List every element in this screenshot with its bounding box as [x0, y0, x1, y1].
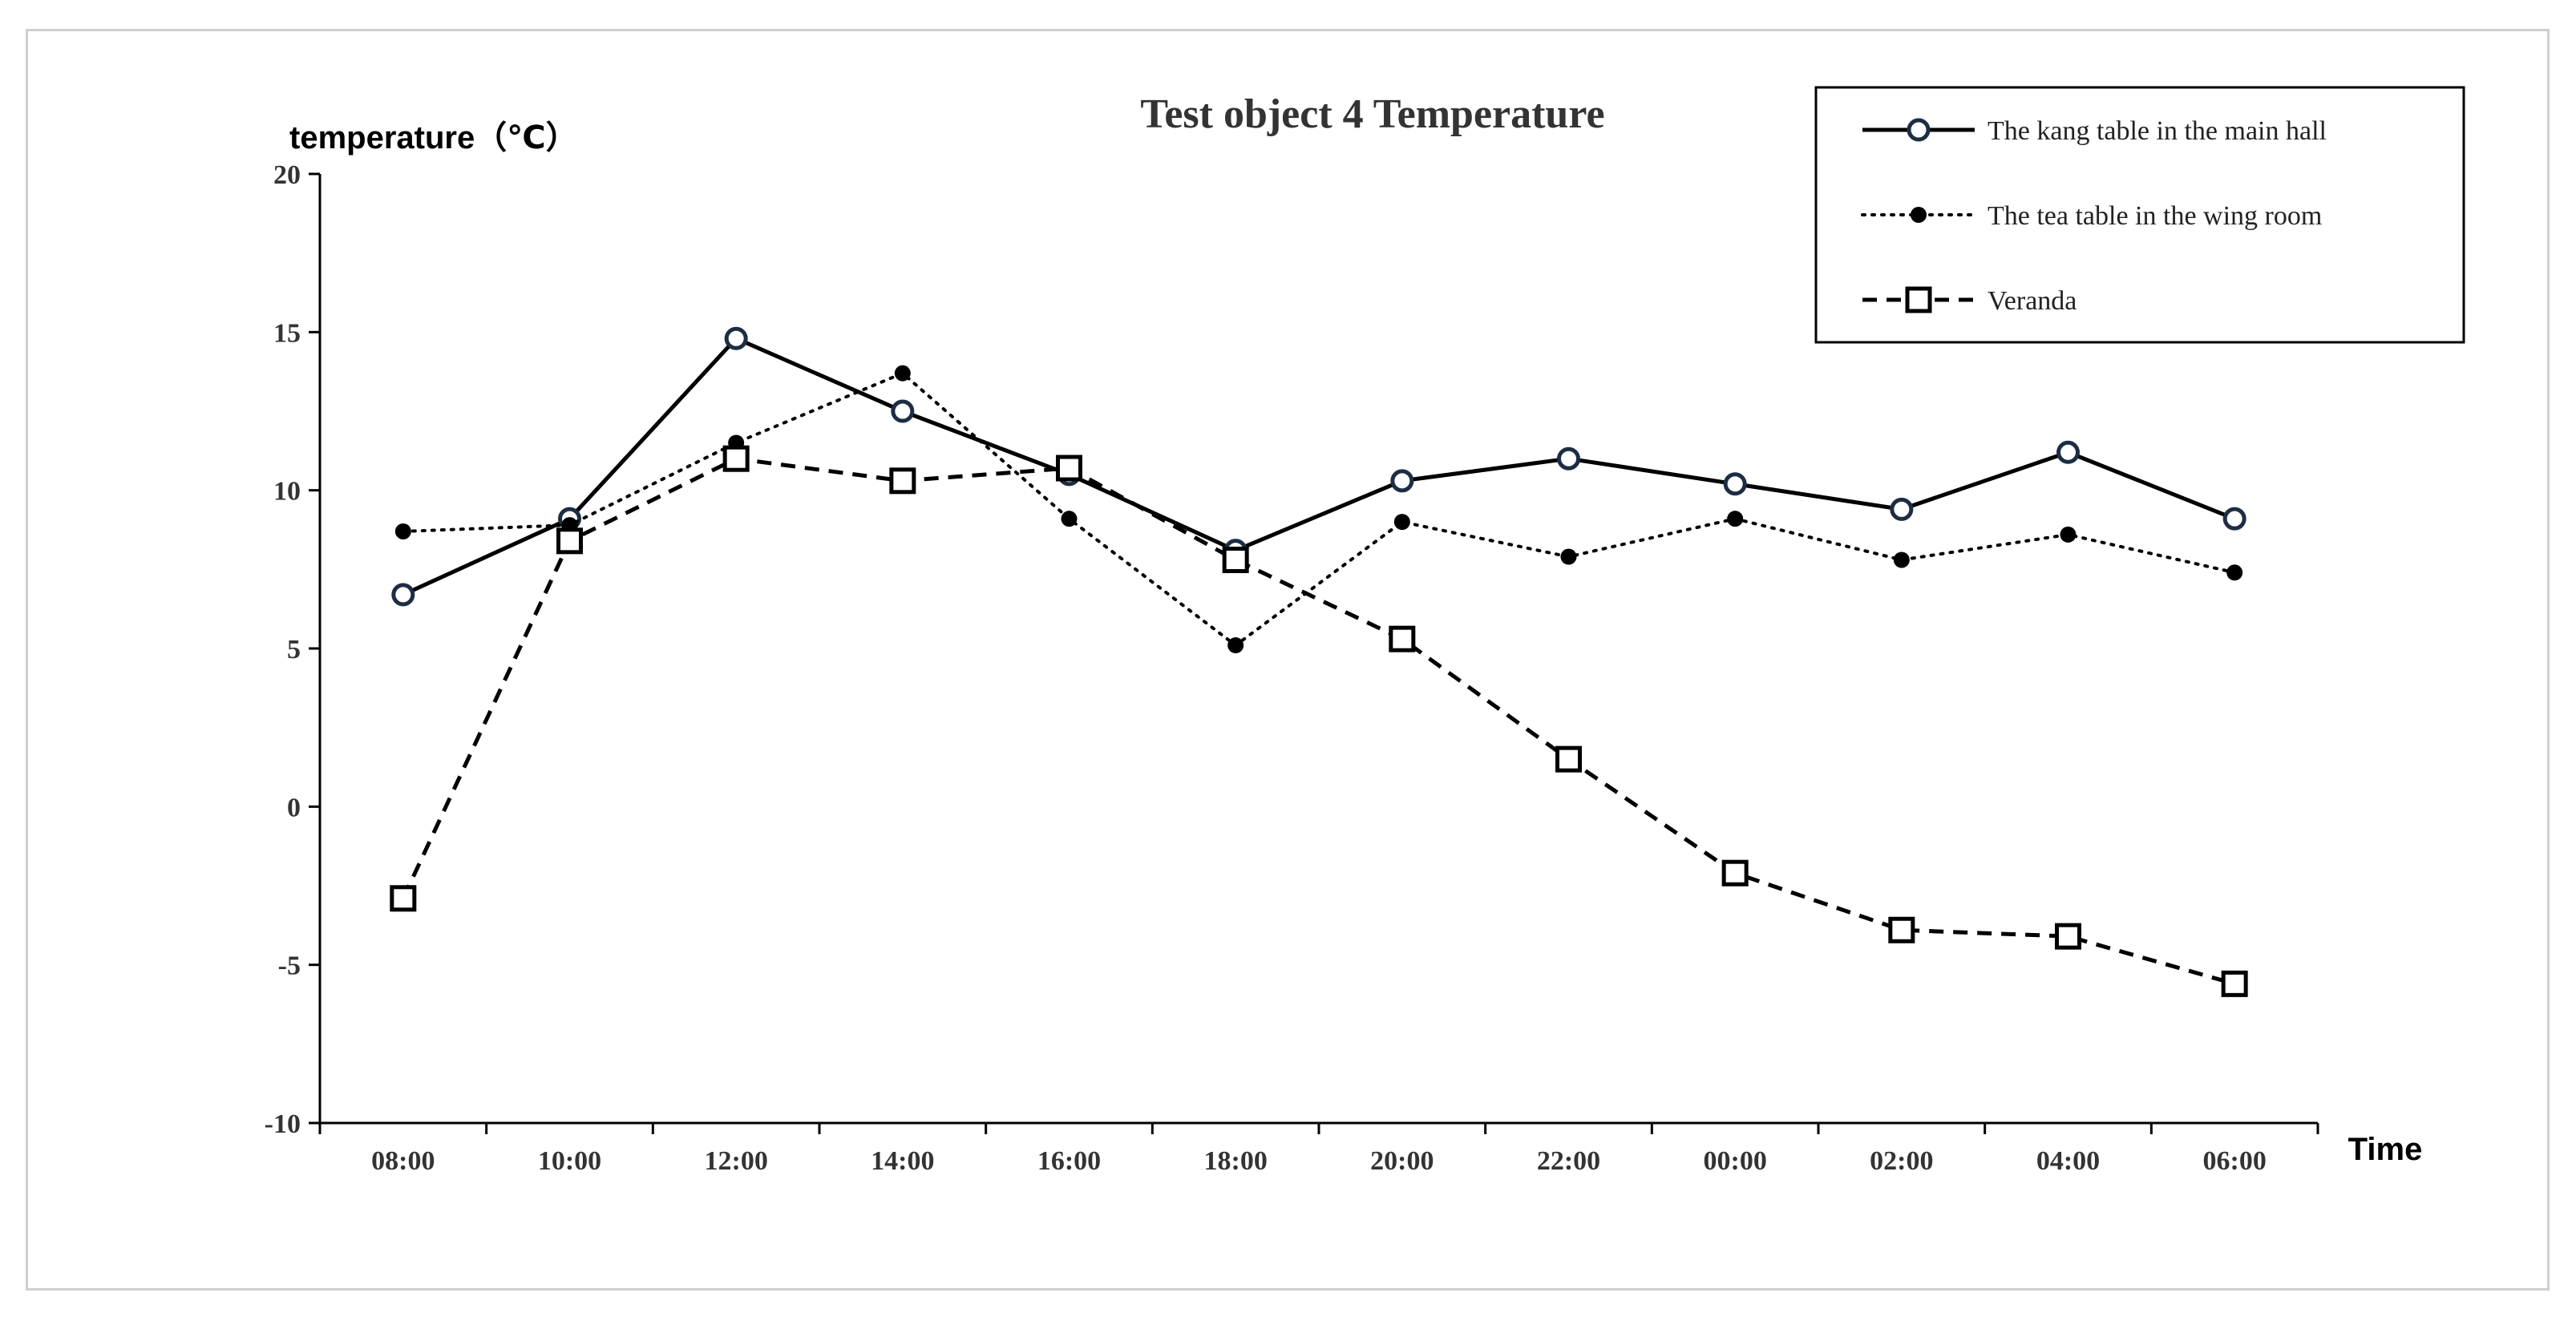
series-2: [394, 365, 2243, 654]
legend-marker: [1907, 118, 1931, 142]
data-point: [2221, 970, 2248, 997]
data-point: [1560, 548, 1577, 565]
data-point: [1893, 551, 1910, 568]
data-point: [394, 523, 411, 539]
data-point: [1390, 469, 1414, 493]
data-point: [1227, 637, 1244, 654]
y-axis-label: temperature（℃）: [289, 120, 578, 156]
temperature-chart: Test object 4 Temperature temperature（℃）…: [265, 86, 2465, 1176]
y-tick-label: 0: [287, 793, 301, 822]
x-tick-label: 04:00: [2036, 1146, 2100, 1176]
axes: -10 -5 0 5 10 15 20 08:00 10:00 12:00 14:00 16:00 18…: [265, 160, 2319, 1176]
y-tick-label: -10: [265, 1109, 301, 1139]
y-tick-label: 15: [273, 318, 301, 348]
legend-label: Veranda: [1988, 286, 2077, 316]
y-tick-label: 10: [273, 477, 301, 507]
x-tick-label: 12:00: [705, 1146, 768, 1176]
x-tick-label: 16:00: [1037, 1146, 1101, 1176]
series-1: [391, 326, 2246, 607]
data-point: [2055, 923, 2081, 950]
data-point: [722, 445, 750, 472]
legend-label: The kang table in the main hall: [1988, 116, 2327, 146]
data-point: [1557, 446, 1580, 471]
series-line: [401, 371, 2237, 648]
x-tick-label: 02:00: [1870, 1146, 1933, 1176]
data-point: [1555, 745, 1582, 773]
series-layer: [390, 326, 2248, 997]
data-point: [391, 583, 415, 607]
y-tick-label: 20: [273, 160, 301, 190]
data-point: [724, 326, 748, 350]
data-point: [891, 399, 915, 423]
x-tick-label: 00:00: [1704, 1146, 1767, 1176]
data-point: [2060, 526, 2077, 543]
y-tick-label: 5: [287, 635, 301, 665]
x-tick-label: 20:00: [1370, 1146, 1434, 1176]
data-point: [1061, 511, 1078, 527]
data-point: [1222, 546, 1249, 573]
y-tick-label: -5: [278, 951, 301, 981]
data-point: [2226, 564, 2243, 581]
x-tick-label: 22:00: [1537, 1146, 1600, 1176]
legend-label: The tea table in the wing room: [1988, 201, 2322, 231]
series-line: [401, 456, 2235, 986]
data-point: [894, 365, 911, 382]
x-tick-label: 10:00: [538, 1146, 601, 1176]
data-point: [1890, 497, 1914, 521]
legend-marker: [1905, 286, 1932, 313]
x-tick-label: 18:00: [1204, 1146, 1268, 1176]
data-point: [1389, 625, 1416, 652]
chart-frame: Test object 4 Temperature temperature（℃）…: [26, 29, 2550, 1291]
data-point: [2056, 440, 2080, 464]
data-point: [1888, 916, 1915, 943]
chart-title: Test object 4 Temperature: [1140, 91, 1604, 137]
legend: The kang table in the main hall The tea t…: [1814, 86, 2465, 344]
x-axis-label: Time: [2348, 1132, 2423, 1167]
data-point: [889, 467, 916, 495]
data-point: [1723, 472, 1747, 496]
data-point: [556, 527, 583, 555]
series-3: [390, 445, 2248, 997]
x-tick-label: 08:00: [371, 1146, 435, 1176]
data-point: [390, 885, 417, 912]
data-point: [1056, 454, 1082, 482]
series-line: [402, 336, 2236, 597]
x-tick-label: 06:00: [2203, 1146, 2267, 1176]
data-point: [1727, 511, 1744, 527]
legend-marker: [1911, 207, 1927, 223]
x-tick-label: 14:00: [871, 1146, 934, 1176]
data-point: [1721, 859, 1749, 887]
data-point: [2222, 507, 2246, 531]
data-point: [1393, 514, 1410, 531]
